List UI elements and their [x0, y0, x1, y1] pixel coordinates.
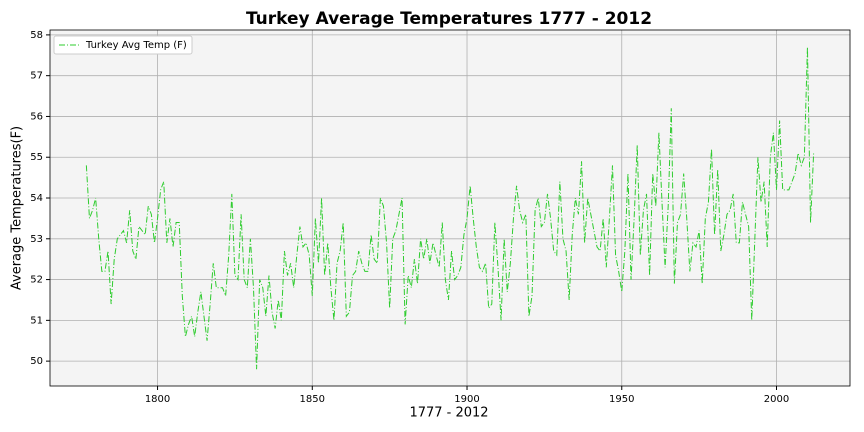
- y-tick-label: 54: [30, 193, 43, 204]
- plot-area: [50, 30, 850, 386]
- y-tick-label: 55: [30, 152, 43, 163]
- y-tick-label: 50: [30, 356, 43, 367]
- x-axis-label: 1777 - 2012: [409, 406, 488, 421]
- y-tick-label: 58: [30, 30, 43, 41]
- y-tick-label: 52: [30, 275, 43, 286]
- data-line: [85, 47, 815, 370]
- y-tick-label: 51: [30, 315, 43, 326]
- x-tick-label: 1800: [145, 394, 170, 405]
- x-tick-label: 2000: [764, 394, 789, 405]
- x-tick-label: 1950: [609, 394, 634, 405]
- y-tick-label: 57: [30, 71, 43, 82]
- plot-frame: [49, 29, 851, 387]
- x-tick-label: 1900: [454, 394, 479, 405]
- y-tick-label: 53: [30, 234, 43, 245]
- chart-title: Turkey Average Temperatures 1777 - 2012: [246, 9, 652, 29]
- legend-box: [53, 35, 193, 55]
- x-tick-label: 1850: [300, 394, 325, 405]
- y-axis-label: Average Temperatures(F): [10, 126, 25, 290]
- legend-label: Turkey Avg Temp (F): [85, 40, 187, 51]
- y-tick-label: 56: [30, 111, 43, 122]
